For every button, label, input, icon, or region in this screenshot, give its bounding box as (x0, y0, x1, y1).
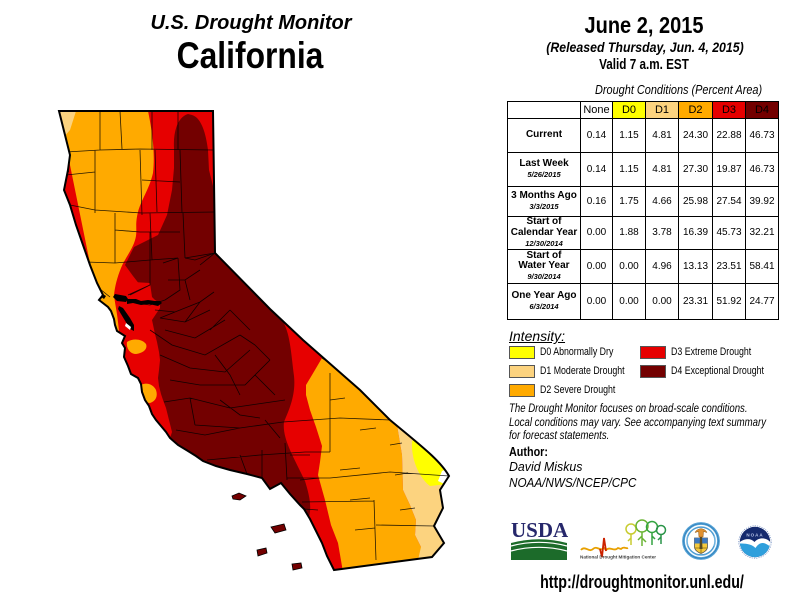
svg-text:USDA: USDA (511, 518, 569, 542)
svg-text:National Drought Mitigation Ce: National Drought Mitigation Center (580, 555, 656, 560)
svg-text:NOAA: NOAA (746, 533, 763, 538)
